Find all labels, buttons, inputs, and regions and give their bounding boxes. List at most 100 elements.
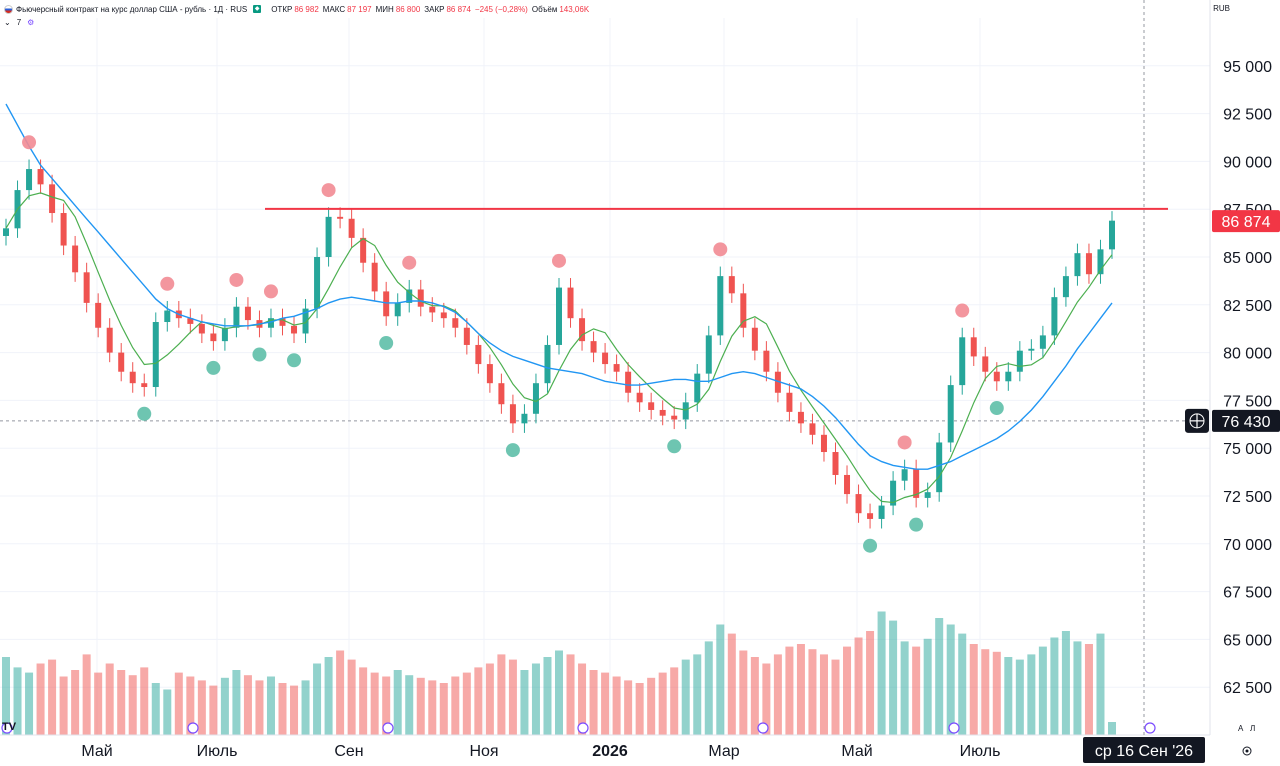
indicators-icon[interactable]: ⚙ [27,18,35,27]
candle-body [463,327,470,345]
candle-body [993,371,1000,382]
volume-bar [750,657,759,735]
x-tick-label: Май [841,743,872,760]
volume-bar [301,680,310,735]
candle-body [901,469,908,481]
dividend-event-markers[interactable] [1,722,1156,734]
open-label: ОТКР [271,4,293,14]
candle-body [164,310,171,323]
collapse-chevron-icon[interactable]: ⌄ [4,18,11,27]
volume-bar [589,670,598,735]
crosshair-date-tag: ср 16 Сен '26 [1083,737,1205,763]
x-tick-label: Сен [334,743,363,760]
y-tick-label: 65 000 [1223,632,1272,649]
volume-bar [1096,633,1105,735]
candle-body [291,325,298,334]
candle-body [244,306,251,321]
close-value: 86 874 [446,4,471,14]
volume-bar [324,657,333,735]
volume-bar [140,667,149,735]
volume-bar [428,680,437,735]
candle-body [751,327,758,351]
volume-bar [186,676,195,735]
volume-bar [163,689,172,735]
volume-bar [370,672,379,735]
volume-bar [382,676,391,735]
event-marker-icon [187,722,199,734]
volume-bar [520,670,529,735]
volume-bar [555,650,563,735]
volume-bar [819,654,828,735]
candle-body [959,337,966,386]
volume-bar [313,663,322,735]
candle-body [970,337,977,357]
candle-body [106,327,113,353]
volume-bar [474,667,483,735]
sell-signal-dot [160,276,175,291]
add-alert-plus-icon[interactable] [1185,408,1209,433]
candle-body [210,333,217,342]
volume-bar [624,680,633,735]
candle-body [878,505,885,519]
volume-bar [336,650,345,735]
studies-row: ⌄ 7 ⚙ [4,18,34,27]
candle-body [95,302,102,328]
candle-body [982,356,989,372]
log-scale-toggle[interactable]: Л [1250,724,1255,733]
candle-body [383,291,390,317]
candle-body [682,402,689,420]
candle-body [947,385,954,443]
candle-body [187,318,194,324]
candle-body [820,434,827,453]
candle-body [267,318,274,328]
candle-body [694,373,701,403]
volume-bar [1038,646,1047,735]
candle-body [774,371,781,393]
volume-bar [393,670,402,735]
volume-bar [912,646,921,735]
studies-count[interactable]: 7 [16,18,22,27]
volume-bar [197,680,206,735]
buy-signal-dot [379,336,394,351]
candle-body [625,371,632,393]
volume-bar [1084,644,1093,735]
candle-body [49,184,56,214]
candle-body [83,272,90,303]
volume-bar [739,650,748,735]
settings-gear-icon[interactable] [1242,746,1252,756]
candle-body [1097,249,1104,275]
event-marker-icon [948,722,960,734]
sell-signal-dot [897,435,912,450]
candle-body [590,341,597,353]
event-marker-icon [1,722,13,734]
candle-body [532,383,539,414]
last-price-tag: 86 874 [1212,210,1280,233]
candle-body [832,452,839,475]
volume-bar [969,644,978,735]
x-tick-label: Май [81,743,112,760]
candle-body [371,262,378,292]
time-axis[interactable]: Май Июль Сен Ноя 2026 Мар Май Июль [81,743,1000,760]
tradingview-logo-icon[interactable]: TV [2,721,17,733]
volume-bar [808,649,817,735]
candle-body [717,276,724,336]
volume-bar [243,675,252,735]
candles [3,159,1115,529]
volume-bar [59,676,68,735]
currency-label[interactable]: RUB [1213,4,1230,13]
volume-bar [266,676,275,735]
event-marker-icon [757,722,769,734]
candle-body [314,257,321,309]
volume-bar [485,663,494,735]
volume-bar [1061,631,1070,735]
volume-bar [290,685,299,735]
auto-scale-toggle[interactable]: A [1238,724,1244,733]
candle-body [556,287,562,345]
instrument-title[interactable]: Фьючерсный контракт на курс доллар США -… [16,4,248,14]
volume-bar [105,663,114,735]
candle-body [1062,276,1069,298]
candle-body [579,318,586,342]
volume-bar [232,670,241,735]
